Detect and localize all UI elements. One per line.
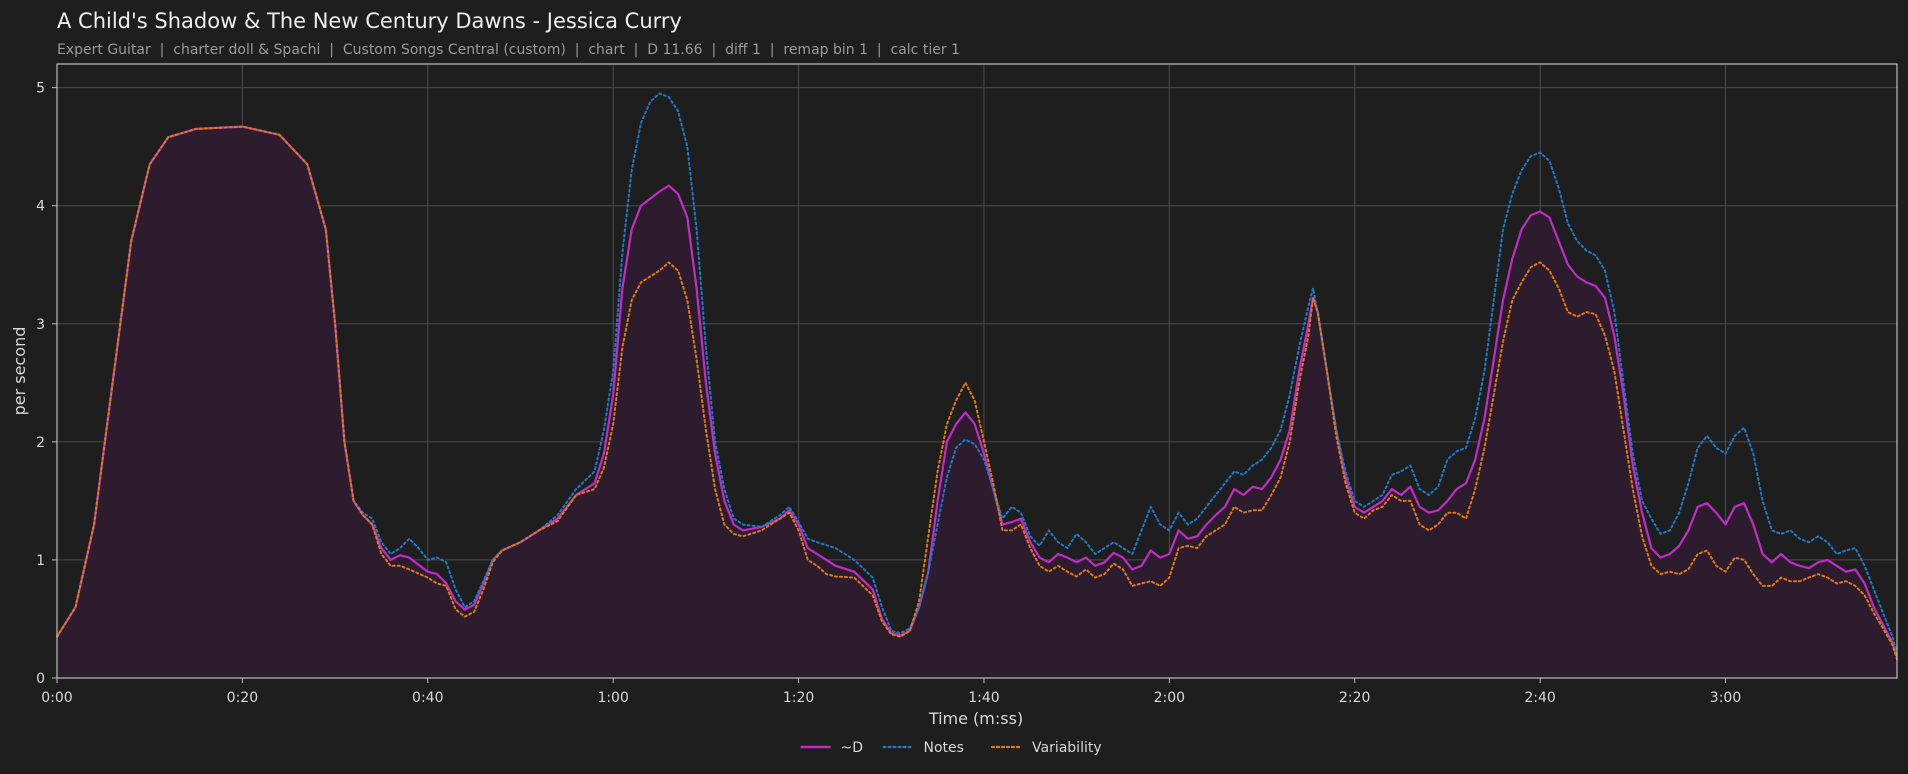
series-notes-line (56, 92, 1898, 656)
plot-frame (56, 63, 1898, 679)
chart-subtitle: Expert Guitar | charter doll & Spachi | … (57, 42, 960, 58)
x-tick-label: 2:20 (1339, 690, 1370, 706)
x-tick-label: 1:00 (597, 690, 628, 706)
legend-label-d: ~D (841, 740, 864, 756)
x-tick-label: 0:00 (41, 690, 72, 706)
y-tick-label: 4 (36, 199, 45, 215)
series-layer (56, 92, 1899, 661)
y-tick-label: 1 (36, 553, 45, 569)
series-variability-line (56, 125, 1898, 661)
x-tick-label: 2:00 (1154, 690, 1185, 706)
x-tick-label: 2:40 (1524, 690, 1555, 706)
x-tick-label: 1:40 (968, 690, 999, 706)
y-tick-label: 2 (36, 435, 45, 451)
y-axis-label: per second (10, 327, 29, 416)
series-d-fill (57, 126, 1897, 679)
axes-layer: 0:00 0:20 0:40 1:00 1:20 1:40 2:00 2:20 2:40 3:00… (36, 63, 1898, 706)
x-tick-label: 1:20 (783, 690, 814, 706)
legend-label-notes: Notes (924, 740, 964, 756)
chart-title: A Child's Shadow & The New Century Dawns… (57, 9, 682, 33)
x-tick-label: 0:40 (412, 690, 443, 706)
x-axis-label: Time (m:ss) (928, 709, 1023, 728)
y-tick-label: 5 (36, 81, 45, 97)
y-tick-label: 3 (36, 317, 45, 333)
x-tick-label: 0:20 (227, 690, 258, 706)
legend: ~D Notes Variability (800, 740, 1102, 756)
x-tick-label: 3:00 (1710, 690, 1741, 706)
y-tick-label: 0 (36, 671, 45, 687)
legend-label-variability: Variability (1032, 740, 1102, 756)
fill-layer (57, 126, 1897, 679)
